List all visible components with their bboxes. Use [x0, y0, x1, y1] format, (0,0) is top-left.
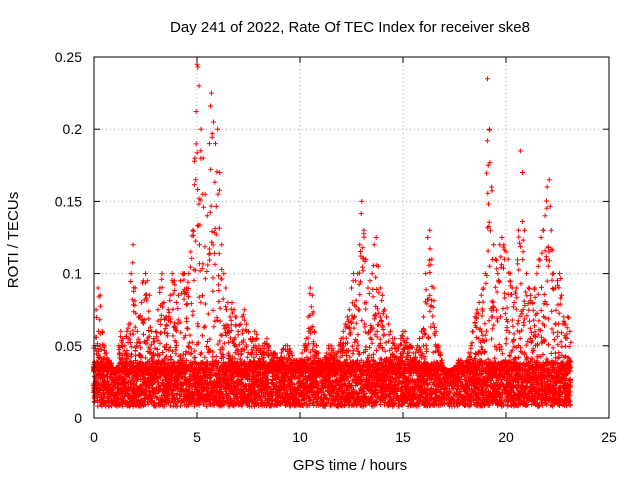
y-tick-label: 0.1	[63, 266, 83, 282]
chart-title: Day 241 of 2022, Rate Of TEC Index for r…	[170, 19, 530, 36]
x-tick-label: 15	[395, 429, 411, 445]
y-tick-label: 0.2	[63, 121, 83, 137]
axis-ticks	[93, 56, 610, 419]
roti-markers	[90, 61, 574, 409]
x-tick-label: 5	[193, 429, 201, 445]
y-tick-label: 0.15	[55, 193, 82, 209]
y-tick-label: 0	[74, 410, 82, 426]
x-tick-label: 20	[498, 429, 514, 445]
x-tick-label: 0	[90, 429, 98, 445]
y-tick-label: 0.25	[55, 49, 82, 65]
y-tick-labels: 0 0.05 0.1 0.15 0.2 0.25	[55, 49, 82, 426]
data-points	[90, 61, 574, 409]
x-tick-labels: 0 5 10 15 20 25	[90, 429, 617, 445]
x-tick-label: 10	[292, 429, 308, 445]
x-axis-title: GPS time / hours	[293, 457, 407, 474]
y-axis-title: ROTI / TECUs	[5, 192, 22, 288]
x-tick-label: 25	[601, 429, 617, 445]
plot-border	[93, 56, 610, 419]
y-tick-label: 0.05	[55, 338, 82, 354]
